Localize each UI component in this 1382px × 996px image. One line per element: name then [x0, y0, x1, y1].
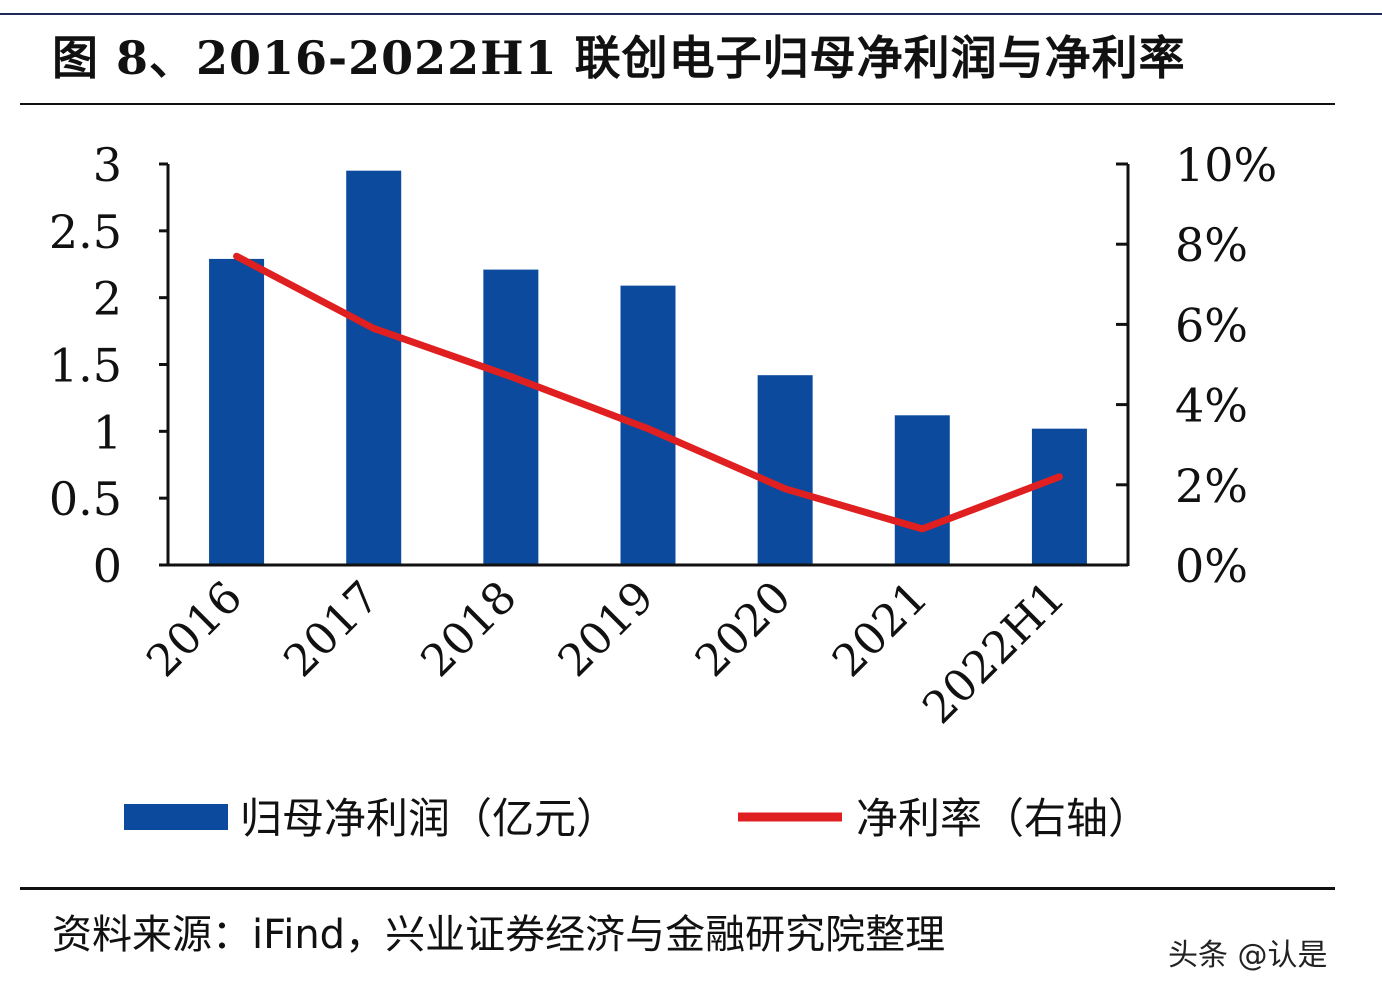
x-tick-label: 2017 [274, 572, 389, 687]
bar-2020 [757, 375, 813, 565]
bar-2017 [346, 170, 402, 565]
chart-title: 图 8、2016-2022H1 联创电子归母净利润与净利率 [52, 31, 1186, 85]
left-tick-label: 1 [93, 405, 122, 459]
x-tick-label: 2021 [823, 572, 938, 687]
right-tick-label: 2% [1175, 459, 1248, 513]
chart: 00.511.522.530%2%4%6%8%10%2016 2017 2018 20… [49, 138, 1277, 843]
right-tick-label: 8% [1175, 218, 1248, 272]
watermark: 头条 @认是 [1168, 938, 1328, 973]
right-tick-label: 0% [1175, 539, 1248, 593]
x-tick-label: 2018 [411, 572, 526, 687]
right-tick-label: 4% [1175, 379, 1248, 433]
left-tick-label: 0.5 [49, 472, 122, 526]
source-note: 资料来源：iFind，兴业证券经济与金融研究院整理 [52, 912, 946, 958]
right-tick-label: 6% [1175, 298, 1248, 352]
x-tick-label: 2022H1 [913, 572, 1075, 734]
source-divider [20, 887, 1335, 890]
bar-2016 [209, 258, 265, 565]
left-tick-label: 1.5 [49, 339, 122, 393]
x-tick-label: 2020 [686, 572, 801, 687]
x-tick-label: 2019 [549, 572, 664, 687]
x-tick-label: 2016 [137, 572, 252, 687]
legend-line-label: 净利率（右轴） [856, 794, 1150, 843]
bar-2022H1 [1031, 428, 1087, 565]
top-border [0, 13, 1382, 15]
legend-bar-swatch [124, 804, 228, 830]
left-tick-label: 3 [93, 138, 122, 192]
right-tick-label: 10% [1175, 138, 1277, 192]
bar-2021 [894, 415, 950, 565]
title-divider [20, 103, 1335, 105]
left-tick-label: 0 [93, 539, 122, 593]
left-tick-label: 2.5 [49, 205, 122, 259]
bar-2018 [483, 269, 539, 565]
left-tick-label: 2 [93, 272, 122, 326]
legend-bar-label: 归母净利润（亿元） [240, 794, 618, 843]
